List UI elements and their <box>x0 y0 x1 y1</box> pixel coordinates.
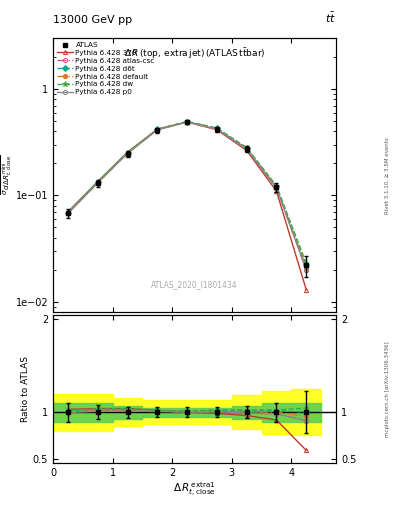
Text: 13000 GeV pp: 13000 GeV pp <box>53 14 132 25</box>
Legend: ATLAS, Pythia 6.428 370, Pythia 6.428 atlas-csc, Pythia 6.428 d6t, Pythia 6.428 : ATLAS, Pythia 6.428 370, Pythia 6.428 at… <box>55 40 156 97</box>
Text: Rivet 3.1.10, ≥ 3.5M events: Rivet 3.1.10, ≥ 3.5M events <box>385 137 389 214</box>
Text: $\Delta\,R\,\mathrm{(top,\,extra\,jet)\,(ATLAS\,t\bar{t}bar)}$: $\Delta\,R\,\mathrm{(top,\,extra\,jet)\,… <box>124 47 265 61</box>
Text: ATLAS_2020_I1801434: ATLAS_2020_I1801434 <box>151 280 238 289</box>
Text: $t\bar{t}$: $t\bar{t}$ <box>325 10 336 25</box>
X-axis label: $\Delta\,R^{\,\mathrm{extra1}}_{t,\mathrm{close}}$: $\Delta\,R^{\,\mathrm{extra1}}_{t,\mathr… <box>173 481 216 499</box>
Y-axis label: Ratio to ATLAS: Ratio to ATLAS <box>21 356 30 422</box>
Text: mcplots.cern.ch [arXiv:1306.3436]: mcplots.cern.ch [arXiv:1306.3436] <box>385 341 389 437</box>
Y-axis label: $\frac{1}{\sigma}\frac{d\sigma}{d\Delta R^{\mathrm{mini}}_{t,\mathrm{close}}}$: $\frac{1}{\sigma}\frac{d\sigma}{d\Delta … <box>0 155 14 196</box>
